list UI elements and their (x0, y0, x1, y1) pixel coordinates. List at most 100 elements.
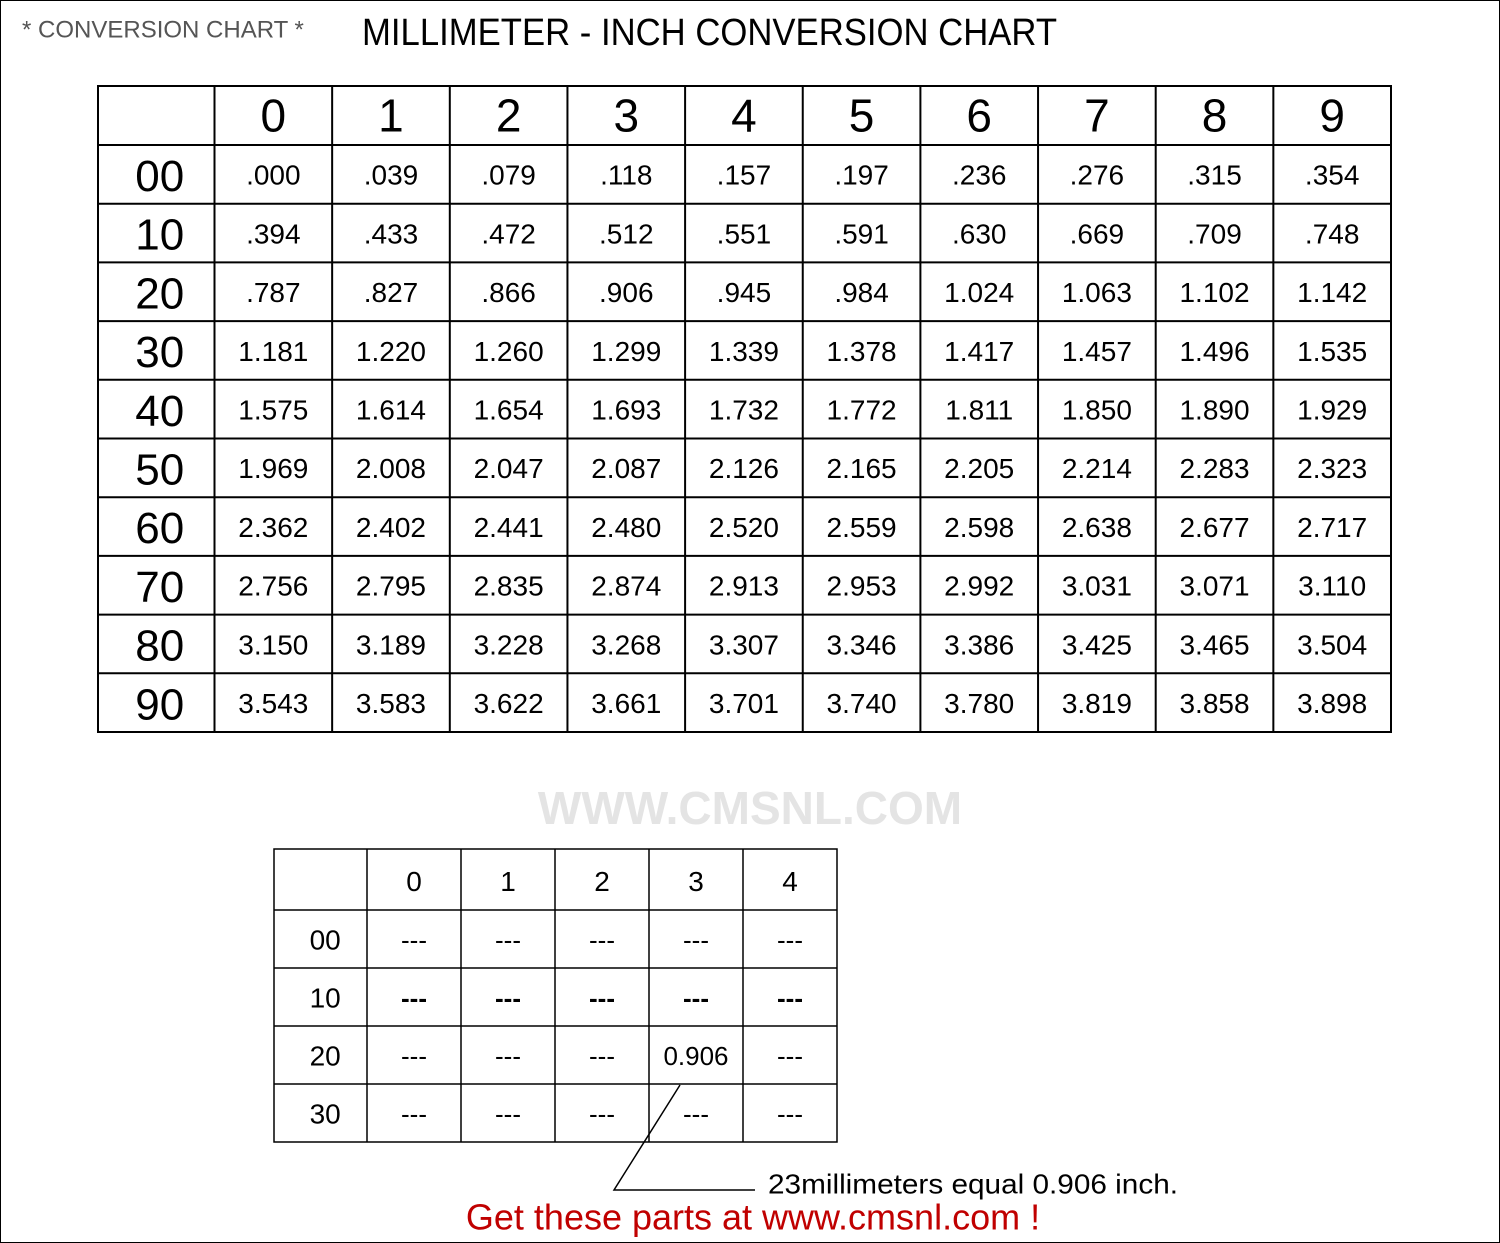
cell-value: 1.850 (1062, 395, 1132, 426)
cell-value: 2.283 (1179, 453, 1249, 484)
row-header: 60 (135, 504, 184, 553)
column-header: 6 (966, 90, 992, 142)
cell-value: 3.740 (827, 688, 897, 719)
row-header: 00 (135, 152, 184, 201)
cell-value: 1.693 (591, 395, 661, 426)
cell-value: --- (495, 925, 521, 955)
column-header: 2 (594, 866, 610, 897)
cell-value: 1.181 (238, 336, 308, 367)
cell-value: 1.339 (709, 336, 779, 367)
cell-value: .512 (599, 218, 654, 249)
cell-value: .827 (364, 277, 419, 308)
cell-value: 1.457 (1062, 336, 1132, 367)
cell-value: 2.992 (944, 571, 1014, 602)
column-header: 4 (782, 866, 798, 897)
row-header: 10 (135, 211, 184, 260)
callout-line (612, 1084, 755, 1191)
cell-value: .669 (1070, 218, 1125, 249)
cell-value: 1.299 (591, 336, 661, 367)
cell-value: 1.614 (356, 395, 426, 426)
cell-value: --- (401, 983, 427, 1013)
cell-value: 3.425 (1062, 629, 1132, 660)
row-header: 90 (135, 680, 184, 729)
header-label: * CONVERSION CHART * (22, 16, 304, 43)
cell-value: --- (495, 983, 521, 1013)
cell-value: .157 (717, 160, 772, 191)
cell-value: 3.228 (474, 629, 544, 660)
cell-value: --- (777, 1099, 803, 1129)
row-header: 40 (135, 387, 184, 436)
cell-value: 1.417 (944, 336, 1014, 367)
table-frame (97, 85, 1392, 733)
row-header: 80 (135, 622, 184, 671)
row-header: 30 (135, 328, 184, 377)
cell-value: .236 (952, 160, 1007, 191)
cell-value: 2.953 (827, 571, 897, 602)
cell-value: --- (401, 925, 427, 955)
cell-value: --- (401, 1099, 427, 1129)
cell-value: 3.465 (1179, 629, 1249, 660)
cell-value: 1.378 (827, 336, 897, 367)
cell-value: 3.307 (709, 629, 779, 660)
cell-value: 2.008 (356, 453, 426, 484)
main-table: 0 1 2 3 4 5 6 7 8 9 00 .000 .039 .079 .118 .157 .197 .236… (97, 85, 1392, 733)
cell-value: 1.575 (238, 395, 308, 426)
cell-value: 2.795 (356, 571, 426, 602)
cell-value: 1.535 (1297, 336, 1367, 367)
column-header: 1 (500, 866, 516, 897)
cell-value: 3.386 (944, 629, 1014, 660)
cell-value: --- (683, 1099, 709, 1129)
cell-value: 3.268 (591, 629, 661, 660)
cell-value: 1.102 (1179, 277, 1249, 308)
cell-value: 2.441 (474, 512, 544, 543)
cell-value: 1.063 (1062, 277, 1132, 308)
cell-value: 2.677 (1179, 512, 1249, 543)
cell-value: 2.323 (1297, 453, 1367, 484)
cell-value: --- (589, 925, 615, 955)
cell-value: 1.654 (474, 395, 544, 426)
cell-value: .630 (952, 218, 1007, 249)
cell-value: 1.220 (356, 336, 426, 367)
cell-value: 3.898 (1297, 688, 1367, 719)
cell-value: .591 (834, 218, 889, 249)
row-header: 70 (135, 563, 184, 612)
cell-value: 1.732 (709, 395, 779, 426)
column-header: 7 (1084, 90, 1110, 142)
row-header: 30 (310, 1098, 341, 1129)
cell-value: .118 (600, 160, 652, 191)
cell-value: 2.520 (709, 512, 779, 543)
cell-value: .709 (1187, 218, 1242, 249)
cell-value: --- (401, 1041, 427, 1071)
cell-value: 3.780 (944, 688, 1014, 719)
cell-value: 2.874 (591, 571, 661, 602)
row-header: 00 (310, 924, 341, 955)
cell-value: 2.480 (591, 512, 661, 543)
cell-value: --- (777, 1041, 803, 1071)
cell-value: 2.087 (591, 453, 661, 484)
cell-value: 1.929 (1297, 395, 1367, 426)
cell-value: 2.717 (1297, 512, 1367, 543)
cell-value: --- (683, 925, 709, 955)
cell-value: 2.835 (474, 571, 544, 602)
cell-value: 3.110 (1298, 571, 1366, 602)
column-header: 5 (849, 90, 875, 142)
column-header: 3 (688, 866, 704, 897)
cell-value: 3.661 (591, 688, 661, 719)
cell-value: 2.165 (827, 453, 897, 484)
column-header: 4 (731, 90, 757, 142)
row-header: 10 (310, 982, 341, 1013)
cell-value: .472 (481, 218, 536, 249)
cell-value: 2.205 (944, 453, 1014, 484)
footer-link[interactable]: Get these parts at www.cmsnl.com ! (466, 1197, 1040, 1238)
cell-value: .787 (246, 277, 301, 308)
cell-value: --- (777, 983, 803, 1013)
cell-value: .433 (364, 218, 419, 249)
cell-value: .394 (246, 218, 301, 249)
cell-value: .315 (1187, 160, 1242, 191)
cell-value: 1.142 (1297, 277, 1367, 308)
cell-value: 3.858 (1179, 688, 1249, 719)
column-header: 9 (1319, 90, 1345, 142)
